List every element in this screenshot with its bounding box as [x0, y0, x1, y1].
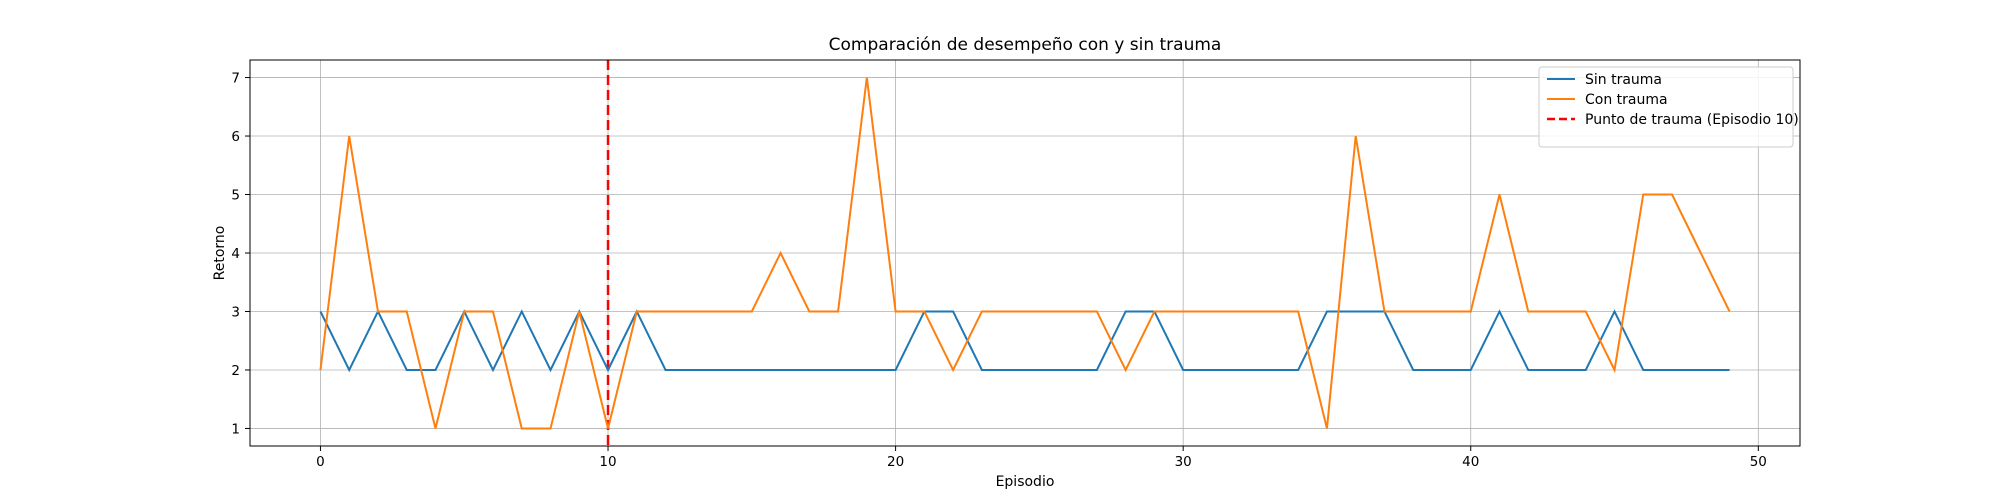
legend-box — [1538, 66, 1794, 148]
x-tick-label: 10 — [599, 454, 616, 470]
series-line-sin-trauma — [319, 309, 1730, 373]
x-tick-label: 40 — [1462, 454, 1479, 470]
legend-entry-label: Punto de trauma (Episodio 10) — [1585, 112, 1799, 128]
x-tick-label: 0 — [316, 454, 325, 470]
y-tick-label: 7 — [231, 71, 240, 87]
legend: Sin trauma Con trauma Punto de trauma (Epi… — [1538, 66, 1799, 148]
y-tick-label: 5 — [231, 188, 240, 204]
y-tick-label: 3 — [231, 304, 240, 320]
y-tick-label: 6 — [231, 129, 240, 145]
series-layer — [319, 77, 1731, 430]
legend-entry-label: Sin trauma — [1585, 72, 1662, 88]
y-tick-label: 4 — [231, 246, 240, 262]
chart-title: Comparación de desempeño con y sin traum… — [829, 35, 1222, 55]
y-tick-label: 2 — [231, 363, 240, 379]
x-tick-label: 20 — [887, 454, 904, 470]
x-axis-label: Episodio — [996, 474, 1055, 490]
x-tick-label: 50 — [1750, 454, 1767, 470]
series-line-con-trauma — [319, 77, 1731, 430]
legend-entry-label: Con trauma — [1585, 92, 1668, 108]
x-axis-ticks: 0 10 20 30 40 50 — [316, 446, 1767, 470]
x-tick-label: 30 — [1175, 454, 1192, 470]
y-axis-label: Retorno — [212, 226, 228, 281]
y-tick-label: 1 — [231, 421, 240, 437]
y-axis-ticks: 1 2 3 4 5 6 7 — [231, 71, 250, 437]
